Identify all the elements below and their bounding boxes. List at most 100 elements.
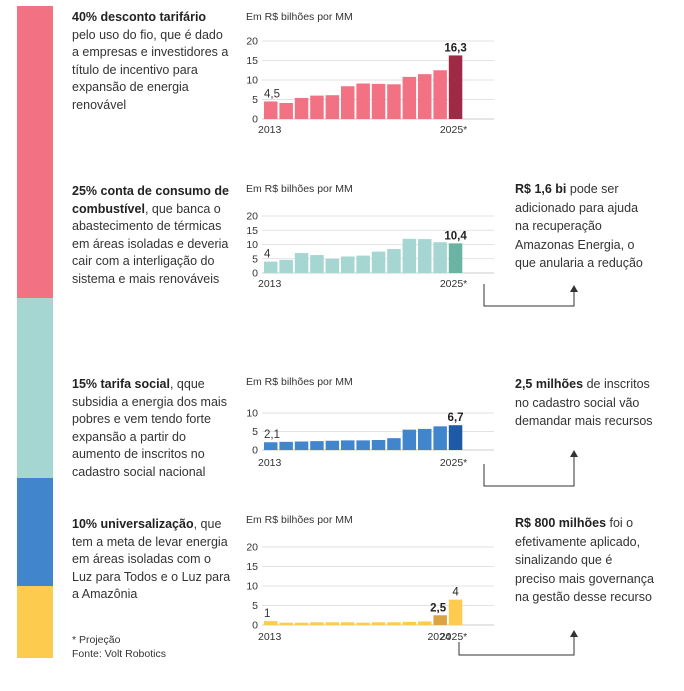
section-tarifa-social-body: , qque subsidia a energia dos mais pobre… xyxy=(72,377,227,479)
y-tick-label: 20 xyxy=(246,542,258,554)
bar-2017 xyxy=(325,440,340,450)
bar-2017 xyxy=(325,258,340,273)
bar-2014 xyxy=(279,441,293,450)
y-tick-label: 10 xyxy=(246,75,258,87)
bar-2021 xyxy=(387,84,401,119)
connector-arrow-universalizacao xyxy=(458,636,575,656)
bar-2024 xyxy=(433,70,447,119)
bar-2016 xyxy=(310,622,324,625)
y-tick-label: 5 xyxy=(252,253,258,265)
connector-arrowhead-universalizacao xyxy=(570,630,578,637)
connector-arrowhead-tarifa-social xyxy=(570,450,578,457)
bar-2025* xyxy=(448,55,463,119)
data-label-penultimate: 2,5 xyxy=(430,602,447,614)
y-tick-label: 10 xyxy=(246,581,258,593)
bar-2024 xyxy=(433,242,447,273)
y-tick-label: 0 xyxy=(252,620,258,632)
connector-arrowhead-combustivel xyxy=(570,285,578,292)
bar-2018 xyxy=(341,440,355,450)
note-governanca: R$ 800 milhões foi o efetivamente aplica… xyxy=(515,514,655,607)
bar-2023 xyxy=(418,74,432,119)
bar-2023 xyxy=(418,239,432,273)
chart-tarifa-social: Em R$ bilhões por MM 10 5 0 2,1 6,7 2013 2025* xyxy=(246,376,494,469)
bar-2019 xyxy=(356,440,370,450)
bar-2018 xyxy=(341,86,355,119)
bar-2023 xyxy=(418,621,432,625)
data-label-last: 16,3 xyxy=(444,42,466,54)
footer-source: Fonte: Volt Robotics xyxy=(72,648,166,660)
data-label-last: 10,4 xyxy=(444,230,467,242)
bar-2020 xyxy=(371,622,386,625)
section-combustivel-body: , que banca o abastecimento de térmicas … xyxy=(72,201,229,286)
bar-2016 xyxy=(310,95,324,119)
chart-universalizacao: Em R$ bilhões por MM 20 15 10 5 01 4 2,5 2013 202… xyxy=(246,514,494,643)
bar-2025* xyxy=(448,425,463,450)
stack-segment-tarifa-social xyxy=(17,478,53,586)
note-inscritos-title: 2,5 milhões xyxy=(515,377,584,391)
stack-segment-universalizacao xyxy=(17,586,53,658)
bar-2013 xyxy=(264,101,278,119)
bar-2021 xyxy=(387,438,401,450)
data-label-first: 1 xyxy=(264,608,270,620)
y-tick-label: 0 xyxy=(252,268,258,280)
bar-2014 xyxy=(279,622,293,625)
chart-desconto-tarifario: Em R$ bilhões por MM 20 15 10 5 0 4,5 16,3 2013 2… xyxy=(246,11,494,136)
chart-combustivel: Em R$ bilhões por MM 20 15 10 5 04 10,4 2013 202… xyxy=(246,183,494,290)
footer-projection: * Projeção xyxy=(72,634,121,646)
x-tick-label: 2025* xyxy=(440,457,467,469)
y-tick-label: 0 xyxy=(252,114,258,126)
bar-2021 xyxy=(387,249,401,273)
bar-2022 xyxy=(402,76,417,119)
x-tick-label: 2013 xyxy=(258,278,282,290)
data-label-first: 4,5 xyxy=(264,88,280,100)
bar-2019 xyxy=(356,255,370,273)
bar-2022 xyxy=(402,621,417,625)
y-tick-label: 0 xyxy=(252,445,258,457)
bar-2022 xyxy=(402,429,417,450)
note-amazonas-title: R$ 1,6 bi xyxy=(515,182,567,196)
y-tick-label: 20 xyxy=(246,36,258,48)
section-desconto-title: 40% desconto tarifário xyxy=(72,10,207,24)
stack-segment-desconto xyxy=(17,6,53,298)
y-tick-label: 15 xyxy=(246,561,258,573)
bar-2020 xyxy=(371,440,386,450)
section-tarifa-social-text: 15% tarifa social, qque subsidia a energ… xyxy=(72,376,232,481)
bar-2017 xyxy=(325,622,340,625)
note-governanca-title: R$ 800 milhões xyxy=(515,516,607,530)
bar-2025* xyxy=(448,599,463,625)
bar-2019 xyxy=(356,83,370,119)
x-tick-label: 2024 xyxy=(427,631,451,643)
y-tick-label: 5 xyxy=(252,600,258,612)
note-governanca-body: foi o efetivamente aplicado, sinalizando… xyxy=(515,516,654,604)
chart-title: Em R$ bilhões por MM xyxy=(246,376,353,388)
section-tarifa-social-title: 15% tarifa social xyxy=(72,377,170,391)
connector-arrow-tarifa-social xyxy=(483,456,575,487)
x-tick-label: 2013 xyxy=(258,457,282,469)
bar-2015 xyxy=(294,97,309,119)
data-label-first: 2,1 xyxy=(264,429,280,441)
note-inscritos-body: de inscritos no cadastro social vão dema… xyxy=(515,377,653,428)
bar-2013 xyxy=(264,261,278,273)
y-tick-label: 5 xyxy=(252,94,258,106)
bar-2022 xyxy=(402,238,417,273)
bar-2013 xyxy=(264,621,278,625)
bar-2018 xyxy=(341,256,355,273)
connector-arrow-combustivel xyxy=(483,284,575,307)
bar-2013 xyxy=(264,442,278,450)
data-label-first: 4 xyxy=(264,249,271,261)
bar-2020 xyxy=(371,251,386,273)
bar-2014 xyxy=(279,103,293,119)
x-tick-label: 2025* xyxy=(440,124,467,136)
x-tick-label: 2025* xyxy=(440,278,467,290)
data-label-last: 4 xyxy=(452,587,459,599)
bar-2015 xyxy=(294,253,309,273)
bar-2021 xyxy=(387,622,401,625)
y-tick-label: 15 xyxy=(246,225,258,237)
y-tick-label: 5 xyxy=(252,426,258,438)
bar-2025* xyxy=(448,243,463,273)
data-label-last: 6,7 xyxy=(448,412,464,424)
bar-2015 xyxy=(294,441,309,450)
y-tick-label: 20 xyxy=(246,211,258,223)
stack-segment-combustivel xyxy=(17,298,53,478)
